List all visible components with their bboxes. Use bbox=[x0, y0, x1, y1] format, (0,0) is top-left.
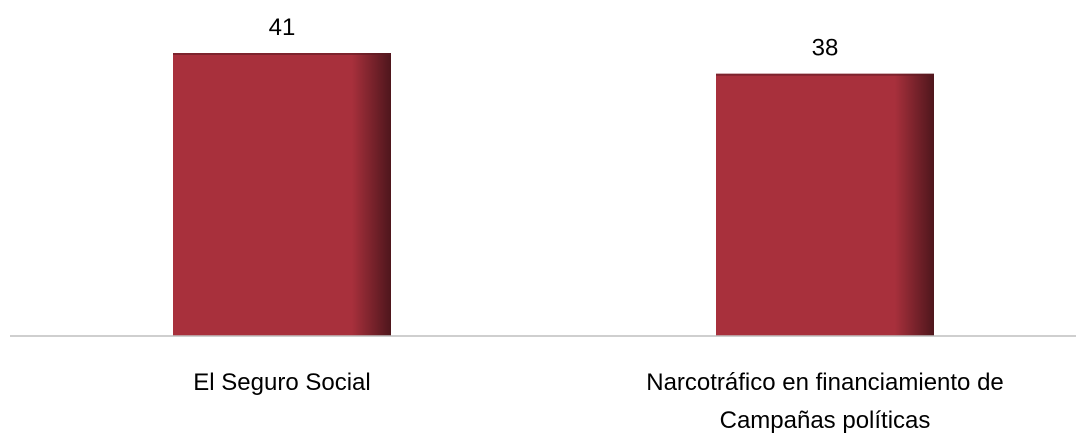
category-label-1: Narcotráfico en financiamiento de Campaña… bbox=[646, 369, 1004, 433]
category-label-line-0-0: El Seguro Social bbox=[193, 369, 370, 396]
data-label-0: 41 bbox=[269, 14, 296, 41]
category-label-line-1-1: Campañas políticas bbox=[720, 407, 931, 433]
category-label-line-1-0: Narcotráfico en financiamiento de bbox=[646, 369, 1004, 396]
bar-0 bbox=[173, 53, 391, 336]
labels-layer: 41 El Seguro Social 38 Narcotráfico en fina… bbox=[193, 14, 1003, 433]
data-label-1: 38 bbox=[812, 35, 839, 62]
bar-top-edge-1 bbox=[716, 73, 934, 76]
category-label-0: El Seguro Social bbox=[193, 369, 370, 396]
bar-top-edge-0 bbox=[173, 53, 391, 55]
bar-1 bbox=[716, 73, 934, 337]
bars-layer bbox=[173, 53, 934, 337]
